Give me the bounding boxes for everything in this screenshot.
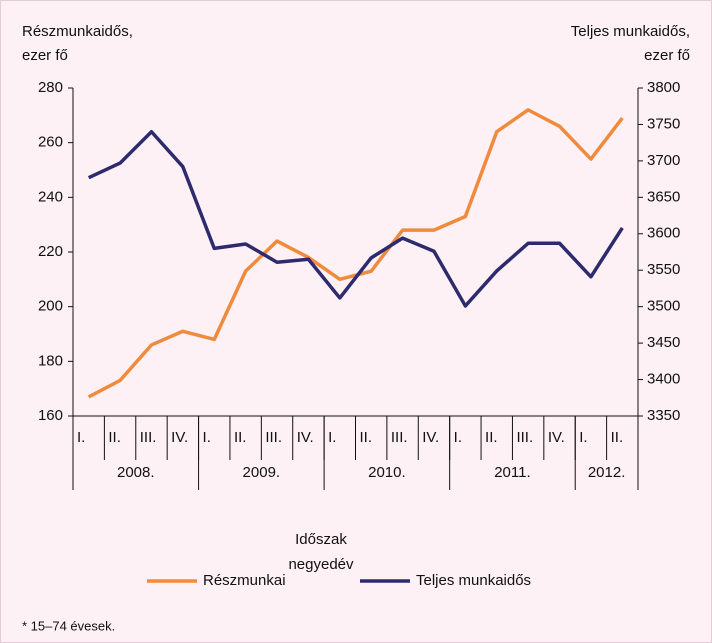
y-tick-label: 160 bbox=[38, 407, 63, 424]
x-tick-label: I. bbox=[454, 429, 462, 446]
y2-tick-label: 3600 bbox=[647, 225, 680, 242]
y-tick-label: 200 bbox=[38, 298, 63, 315]
y2-axis-title: Teljes munkaidős, bbox=[571, 23, 690, 40]
group-label: 2010. bbox=[368, 464, 406, 481]
x-tick-label: II. bbox=[234, 429, 247, 446]
x-tick-label: III. bbox=[140, 429, 157, 446]
y2-tick-label: 3700 bbox=[647, 152, 680, 169]
legend-label: Részmunkaidős bbox=[203, 572, 310, 589]
y2-tick-label: 3550 bbox=[647, 261, 680, 278]
footnote: * 15–74 évesek. bbox=[22, 618, 115, 633]
group-label: 2011. bbox=[494, 464, 530, 481]
y2-tick-label: 3750 bbox=[647, 115, 680, 132]
x-tick-label: II. bbox=[108, 429, 121, 446]
x-tick-label: I. bbox=[328, 429, 336, 446]
y2-tick-label: 3400 bbox=[647, 371, 680, 388]
x-tick-label: IV. bbox=[297, 429, 314, 446]
x-tick-label: I. bbox=[77, 429, 85, 446]
y2-axis-title: ezer fő bbox=[644, 47, 690, 64]
group-label: 2009. bbox=[243, 464, 281, 481]
x-tick-label: III. bbox=[516, 429, 533, 446]
x-tick-label: IV. bbox=[171, 429, 188, 446]
y2-tick-label: 3500 bbox=[647, 298, 680, 315]
y-tick-label: 280 bbox=[38, 79, 63, 96]
y2-tick-label: 3450 bbox=[647, 334, 680, 351]
x-tick-label: III. bbox=[265, 429, 282, 446]
x-tick-label: I. bbox=[579, 429, 587, 446]
x-tick-label: I. bbox=[203, 429, 211, 446]
y2-tick-label: 3650 bbox=[647, 188, 680, 205]
x-tick-label: II. bbox=[485, 429, 498, 446]
x-axis-title: negyedév bbox=[288, 556, 354, 573]
group-label: 2008. bbox=[117, 464, 155, 481]
x-tick-label: III. bbox=[391, 429, 408, 446]
y-tick-label: 260 bbox=[38, 134, 63, 151]
x-tick-label: IV. bbox=[422, 429, 439, 446]
y-axis-title: Részmunkaidős, bbox=[22, 23, 133, 40]
y-axis-title: ezer fő bbox=[22, 47, 68, 64]
group-label: 2012. bbox=[588, 464, 626, 481]
legend-label: Teljes munkaidős bbox=[416, 572, 531, 589]
y2-tick-label: 3350 bbox=[647, 407, 680, 424]
y-tick-label: 180 bbox=[38, 352, 63, 369]
x-tick-label: II. bbox=[360, 429, 373, 446]
y-tick-label: 220 bbox=[38, 243, 63, 260]
x-tick-label: II. bbox=[611, 429, 624, 446]
x-axis-title: Időszak bbox=[295, 531, 347, 548]
series-line bbox=[87, 129, 624, 308]
x-tick-label: IV. bbox=[548, 429, 565, 446]
y2-tick-label: 3800 bbox=[647, 79, 680, 96]
y-tick-label: 240 bbox=[38, 188, 63, 205]
x-axis-title-box bbox=[286, 520, 358, 595]
